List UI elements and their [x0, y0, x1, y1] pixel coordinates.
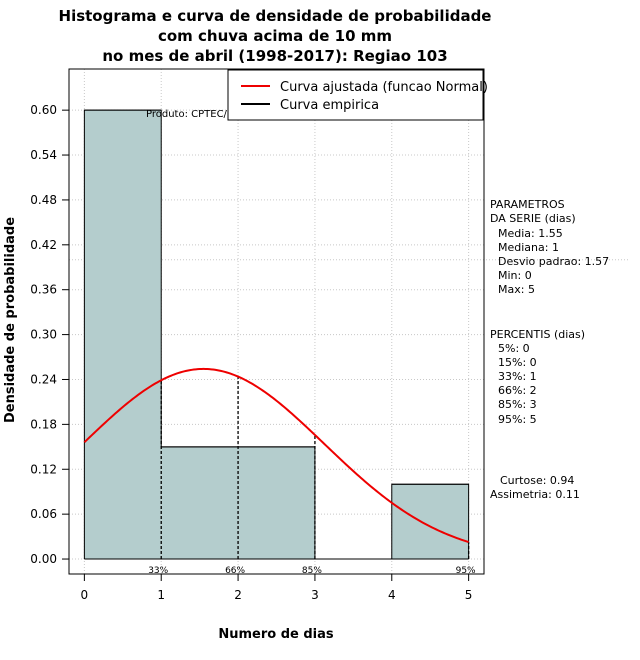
y-tick-label: 0.54	[30, 148, 57, 162]
histogram-bar	[161, 446, 239, 560]
y-tick-label: 0.06	[30, 507, 57, 521]
x-tick-label: 1	[157, 588, 165, 602]
percentile-label: 95%	[456, 566, 476, 576]
x-tick-label: 3	[311, 588, 319, 602]
empirical-step	[83, 109, 470, 560]
histogram-bar	[238, 446, 315, 560]
x-tick-label: 2	[234, 588, 242, 602]
chart-title-line-2: com chuva acima de 10 mm	[158, 27, 392, 45]
x-axis-label: Numero de dias	[218, 627, 334, 642]
legend-fitted-label: Curva ajustada (funcao Normal)	[280, 80, 488, 95]
y-tick-label: 0.12	[30, 462, 57, 476]
param-desvio: Desvio padrao: 1.57	[498, 255, 609, 268]
percentil-5: 5%: 0	[498, 342, 530, 355]
x-tick-label: 4	[388, 588, 396, 602]
percentil-33: 33%: 1	[498, 370, 537, 383]
y-tick-label: 0.18	[30, 417, 57, 431]
percentil-85: 85%: 3	[498, 398, 537, 411]
fitted-normal-curve	[83, 367, 469, 543]
chart-title-line-3: no mes de abril (1998-2017): Regiao 103	[102, 47, 447, 65]
bars	[84, 109, 469, 560]
y-tick-label: 0.36	[30, 283, 57, 297]
param-mediana: Mediana: 1	[498, 241, 559, 254]
assimetria: Assimetria: 0.11	[490, 488, 580, 501]
fitted-curve	[83, 367, 469, 543]
y-tick-label: 0.60	[30, 103, 57, 117]
side-panel: PARAMETROS DA SERIE (dias) Media: 1.55 M…	[490, 198, 609, 501]
legend-empirical-label: Curva empirica	[280, 98, 379, 113]
param-media: Media: 1.55	[498, 227, 563, 240]
params-title-2: DA SERIE (dias)	[490, 212, 576, 225]
legend-box	[227, 69, 484, 121]
product-annotation: Produto: CPTEC/INPE	[146, 109, 250, 120]
histogram-bar	[391, 484, 469, 560]
plot-frame	[68, 68, 485, 575]
params-title-1: PARAMETROS	[490, 198, 565, 211]
y-tick-label: 0.42	[30, 238, 57, 252]
percentil-66: 66%: 2	[498, 384, 537, 397]
percentil-95: 95%: 5	[498, 413, 537, 426]
percentile-label: 33%	[148, 566, 168, 576]
x-tick-label: 0	[81, 588, 89, 602]
percentile-label: 66%	[225, 566, 245, 576]
percentis-title: PERCENTIS (dias)	[490, 328, 585, 341]
y-tick-label: 0.00	[30, 552, 57, 566]
legend: Curva ajustada (funcao Normal) Curva emp…	[227, 69, 488, 121]
y-tick-label: 0.48	[30, 193, 57, 207]
chart-title-line-1: Histograma e curva de densidade de proba…	[59, 7, 492, 25]
y-tick-label: 0.30	[30, 328, 57, 342]
percentil-15: 15%: 0	[498, 356, 537, 369]
curtose: Curtose: 0.94	[500, 474, 574, 487]
empirical-curve	[83, 109, 470, 560]
percentile-label: 85%	[302, 566, 322, 576]
y-tick-label: 0.24	[30, 372, 57, 386]
histogram-bar	[84, 110, 162, 560]
x-tick-label: 5	[465, 588, 473, 602]
param-max: Max: 5	[498, 283, 535, 296]
y-axis-label: Densidade de probabilidade	[3, 217, 18, 423]
axes: 0 1 2 3 4 5 0.00 0.06 0.12 0.18 0.24 0.30 0.36 0.42 0.…	[30, 103, 472, 602]
param-min: Min: 0	[498, 269, 532, 282]
